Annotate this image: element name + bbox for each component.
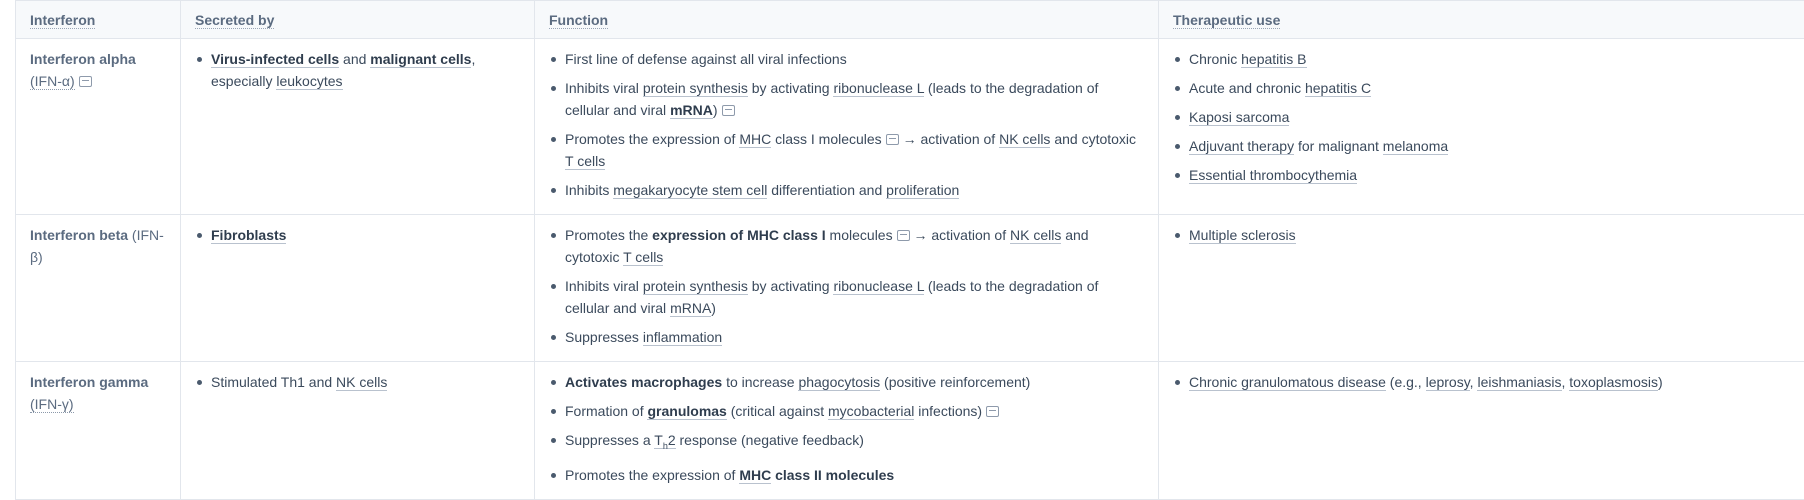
link-megakaryocyte-stem-cell[interactable]: megakaryocyte stem cell <box>613 182 767 199</box>
interferon-name-cell: Interferon beta (IFN-β) <box>16 215 181 362</box>
list-item: Virus-infected cells and malignant cells… <box>211 48 520 92</box>
secreted-by-cell: Stimulated Th1 and NK cells <box>181 362 535 500</box>
link-mrna[interactable]: mRNA <box>670 300 711 317</box>
link-nk-cells[interactable]: NK cells <box>336 374 387 391</box>
secreted-by-cell: Virus-infected cells and malignant cells… <box>181 39 535 215</box>
link-melanoma[interactable]: melanoma <box>1383 138 1448 155</box>
link-proliferation[interactable]: proliferation <box>886 182 959 199</box>
link-inflammation[interactable]: inflammation <box>643 329 722 346</box>
link-essential-thrombocythemia[interactable]: Essential thrombocythemia <box>1189 167 1357 184</box>
list-item: Promotes the expression of MHC class I m… <box>565 128 1144 172</box>
link-virus-infected-cells[interactable]: Virus-infected cells <box>211 51 339 68</box>
list-item: Acute and chronic hepatitis C <box>1189 77 1790 99</box>
link-nk-cells[interactable]: NK cells <box>1010 227 1061 244</box>
link-chronic-granulomatous-disease[interactable]: Chronic granulomatous disease <box>1189 374 1386 391</box>
note-icon[interactable] <box>986 406 999 417</box>
link-t-cells[interactable]: T cells <box>623 249 663 266</box>
interferon-name-cell: Interferon alpha (IFN-α) <box>16 39 181 215</box>
link-fibroblasts[interactable]: Fibroblasts <box>211 227 286 244</box>
list-item: Fibroblasts <box>211 224 520 246</box>
link-hepatitis-c[interactable]: hepatitis C <box>1305 80 1371 97</box>
interferon-abbr[interactable]: (IFN-γ) <box>30 396 74 413</box>
interferon-abbr[interactable]: (IFN-α) <box>30 73 75 90</box>
list-item: Adjuvant therapy for malignant melanoma <box>1189 135 1790 157</box>
list-item: First line of defense against all viral … <box>565 48 1144 70</box>
link-protein-synthesis[interactable]: protein synthesis <box>643 80 748 97</box>
therapeutic-use-cell: Chronic hepatitis B Acute and chronic he… <box>1159 39 1804 215</box>
list-item: Inhibits viral protein synthesis by acti… <box>565 275 1144 319</box>
table-row: Interferon alpha (IFN-α) Virus-infected … <box>16 39 1804 215</box>
link-t-cells[interactable]: T cells <box>565 153 605 170</box>
note-icon[interactable] <box>897 230 910 241</box>
header-function[interactable]: Function <box>535 1 1159 39</box>
list-item: Essential thrombocythemia <box>1189 164 1790 186</box>
note-icon[interactable] <box>886 134 899 145</box>
link-mycobacterial[interactable]: mycobacterial <box>828 403 914 420</box>
list-item: Inhibits viral protein synthesis by acti… <box>565 77 1144 121</box>
function-cell: Activates macrophages to increase phagoc… <box>535 362 1159 500</box>
link-adjuvant-therapy[interactable]: Adjuvant therapy <box>1189 138 1294 155</box>
link-protein-synthesis[interactable]: protein synthesis <box>643 278 748 295</box>
link-granulomas[interactable]: granulomas <box>647 403 726 420</box>
list-item: Chronic granulomatous disease (e.g., lep… <box>1189 371 1790 393</box>
note-icon[interactable] <box>722 105 735 116</box>
list-item: Suppresses a Th2 response (negative feed… <box>565 429 1144 457</box>
list-item: Chronic hepatitis B <box>1189 48 1790 70</box>
link-leprosy[interactable]: leprosy <box>1426 374 1470 391</box>
list-item: Inhibits megakaryocyte stem cell differe… <box>565 179 1144 201</box>
list-item: Suppresses inflammation <box>565 326 1144 348</box>
link-ribonuclease-l[interactable]: ribonuclease L <box>833 278 924 295</box>
link-ribonuclease-l[interactable]: ribonuclease L <box>833 80 924 97</box>
list-item: Formation of granulomas (critical agains… <box>565 400 1144 422</box>
interferon-name: Interferon alpha <box>30 51 136 67</box>
list-item: Stimulated Th1 and NK cells <box>211 371 520 393</box>
link-malignant-cells[interactable]: malignant cells <box>370 51 471 68</box>
note-icon[interactable] <box>79 76 92 87</box>
header-therapeutic-use[interactable]: Therapeutic use <box>1159 1 1804 39</box>
list-item: Multiple sclerosis <box>1189 224 1790 246</box>
link-leishmaniasis[interactable]: leishmaniasis <box>1477 374 1561 391</box>
list-item: Activates macrophages to increase phagoc… <box>565 371 1144 393</box>
interferon-table-container: Interferon Secreted by Function Therapeu… <box>15 0 1804 500</box>
interferon-table: Interferon Secreted by Function Therapeu… <box>15 0 1804 500</box>
interferon-name: Interferon beta <box>30 227 128 243</box>
link-phagocytosis[interactable]: phagocytosis <box>798 374 880 391</box>
link-nk-cells[interactable]: NK cells <box>999 131 1050 148</box>
link-multiple-sclerosis[interactable]: Multiple sclerosis <box>1189 227 1296 244</box>
link-hepatitis-b[interactable]: hepatitis B <box>1241 51 1306 68</box>
link-mrna[interactable]: mRNA <box>670 102 713 119</box>
therapeutic-use-cell: Multiple sclerosis <box>1159 215 1804 362</box>
link-th2[interactable]: Th2 <box>654 432 675 449</box>
therapeutic-use-cell: Chronic granulomatous disease (e.g., lep… <box>1159 362 1804 500</box>
link-leukocytes[interactable]: leukocytes <box>276 73 342 90</box>
table-row: Interferon beta (IFN-β) Fibroblasts Prom… <box>16 215 1804 362</box>
link-toxoplasmosis[interactable]: toxoplasmosis <box>1569 374 1658 391</box>
interferon-name: Interferon gamma <box>30 374 148 390</box>
list-item: Kaposi sarcoma <box>1189 106 1790 128</box>
link-mhc[interactable]: MHC <box>739 467 771 484</box>
function-cell: First line of defense against all viral … <box>535 39 1159 215</box>
list-item: Promotes the expression of MHC class II … <box>565 464 1144 486</box>
table-header-row: Interferon Secreted by Function Therapeu… <box>16 1 1804 39</box>
secreted-by-cell: Fibroblasts <box>181 215 535 362</box>
link-kaposi-sarcoma[interactable]: Kaposi sarcoma <box>1189 109 1289 126</box>
interferon-name-cell: Interferon gamma (IFN-γ) <box>16 362 181 500</box>
table-row: Interferon gamma (IFN-γ) Stimulated Th1 … <box>16 362 1804 500</box>
link-mhc[interactable]: MHC <box>739 131 771 148</box>
header-secreted-by[interactable]: Secreted by <box>181 1 535 39</box>
header-interferon[interactable]: Interferon <box>16 1 181 39</box>
list-item: Promotes the expression of MHC class I m… <box>565 224 1144 268</box>
function-cell: Promotes the expression of MHC class I m… <box>535 215 1159 362</box>
